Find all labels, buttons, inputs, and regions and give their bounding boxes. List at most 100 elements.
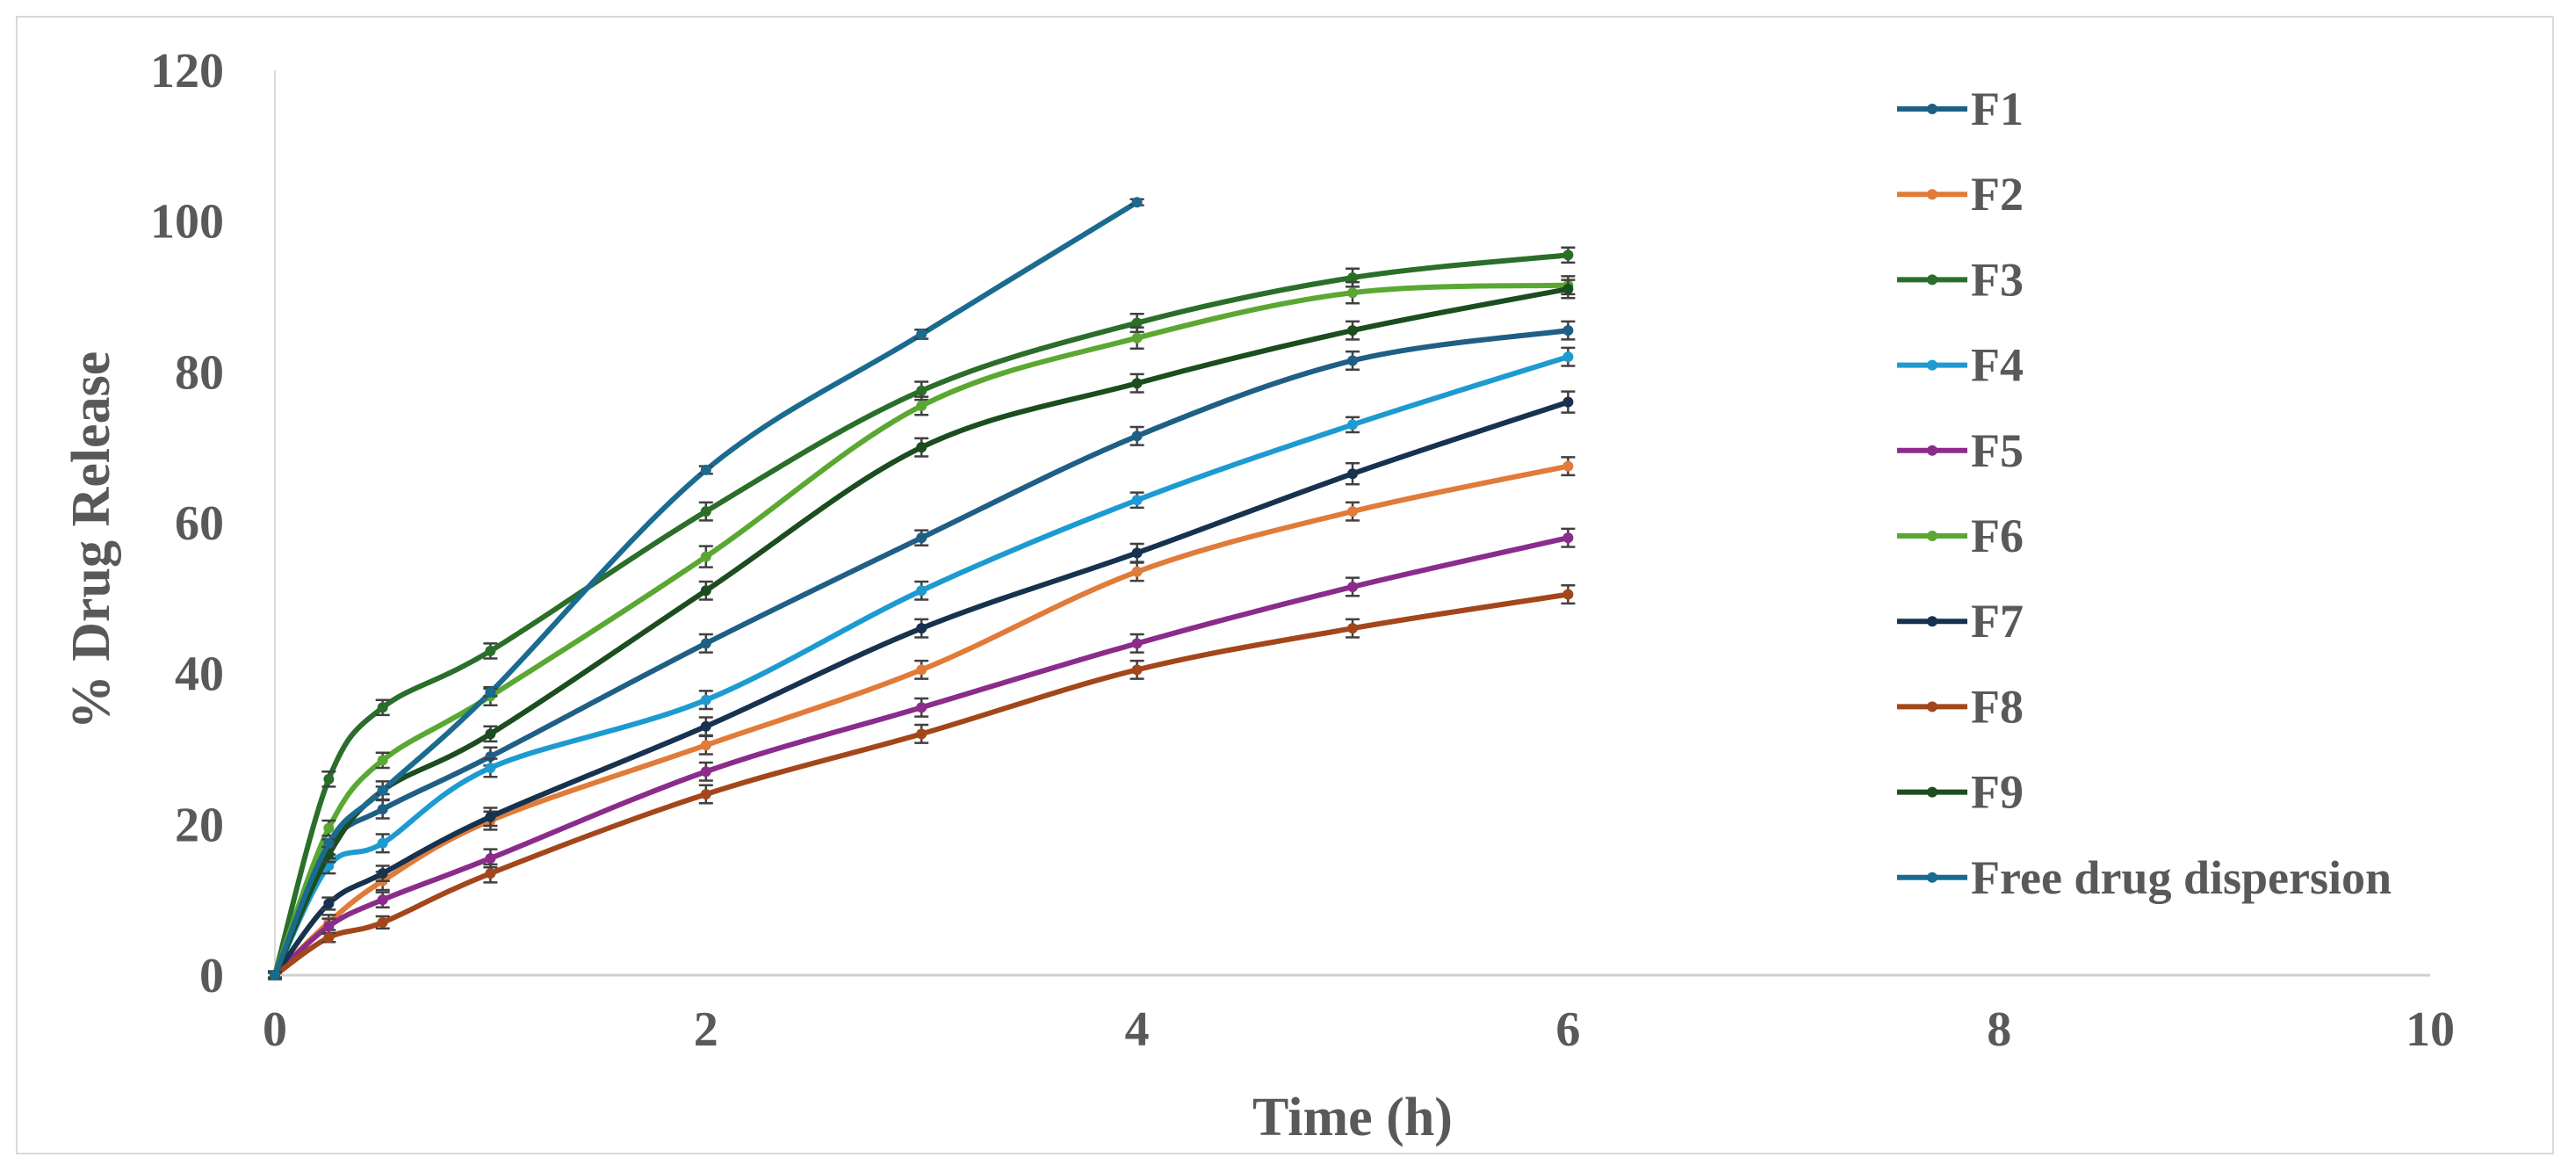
- data-point: [1131, 378, 1143, 389]
- data-point: [1347, 506, 1358, 517]
- data-point: [377, 916, 388, 928]
- data-point: [916, 702, 927, 713]
- data-point: [377, 894, 388, 906]
- data-point: [1347, 325, 1358, 336]
- legend-label: F5: [1971, 424, 2024, 477]
- series-line: [272, 399, 1569, 977]
- data-point: [1131, 197, 1143, 208]
- x-tick-label: 8: [1987, 1002, 2011, 1057]
- legend-swatch-marker: [1927, 872, 1937, 883]
- y-tick-label: 80: [175, 345, 224, 400]
- legend-swatch-marker: [1927, 786, 1937, 798]
- data-point: [323, 932, 335, 944]
- legend-item-5: F5: [1897, 424, 2024, 477]
- legend-item-2: F2: [1897, 168, 2024, 221]
- legend-swatch-marker: [1927, 104, 1937, 114]
- data-point: [1347, 623, 1358, 634]
- data-point: [377, 755, 388, 766]
- data-point: [485, 811, 496, 822]
- data-point: [700, 551, 711, 562]
- data-point: [700, 585, 711, 597]
- data-point: [323, 898, 335, 909]
- data-point: [700, 789, 711, 799]
- data-point: [323, 837, 335, 849]
- y-tick-label: 100: [150, 195, 224, 250]
- y-tick-label: 120: [150, 44, 224, 98]
- data-point: [916, 585, 927, 597]
- data-point: [700, 766, 711, 778]
- legend-item-3: F3: [1897, 253, 2024, 306]
- chart-frame: [16, 16, 2554, 1154]
- data-point: [1347, 287, 1358, 299]
- legend-label: F3: [1971, 253, 2024, 306]
- data-point: [1347, 581, 1358, 592]
- data-point: [700, 694, 711, 705]
- x-tick-label: 10: [2406, 1002, 2455, 1057]
- y-tick-label: 0: [199, 949, 224, 1003]
- data-point: [1562, 283, 1574, 294]
- legend-label: F6: [1971, 510, 2024, 562]
- legend-swatch-marker: [1927, 701, 1937, 713]
- series-line: [272, 252, 1569, 976]
- series-line: [272, 328, 1569, 977]
- y-axis-title: % Drug Release: [61, 351, 121, 729]
- data-point: [916, 728, 927, 740]
- data-point: [700, 464, 711, 475]
- data-point: [1347, 355, 1358, 366]
- legend: F1 F2 F3 F4 F5 F6 F7 F8 F9 Free drug dispersion: [1897, 83, 2392, 904]
- x-tick-label: 6: [1555, 1002, 1580, 1057]
- legend-label: F4: [1971, 339, 2024, 392]
- data-point: [1562, 351, 1574, 363]
- legend-item-6: F6: [1897, 510, 2024, 562]
- y-tick-label: 40: [175, 647, 224, 702]
- legend-item-9: F9: [1897, 766, 2024, 819]
- data-point: [1562, 532, 1574, 544]
- data-point: [377, 702, 388, 713]
- legend-label: Free drug dispersion: [1971, 851, 2392, 904]
- data-point: [700, 638, 711, 649]
- legend-label: F1: [1971, 83, 2024, 135]
- series-10: [268, 197, 1144, 980]
- series-line: [272, 354, 1569, 977]
- data-point: [1131, 317, 1143, 329]
- series-line: [272, 199, 1139, 977]
- legend-item-8: F8: [1897, 680, 2024, 733]
- series-line: [272, 535, 1569, 978]
- x-axis-title: Time (h): [1252, 1088, 1453, 1147]
- series-1: [268, 320, 1576, 980]
- data-point: [1131, 664, 1143, 676]
- data-point: [1131, 332, 1143, 344]
- legend-item-4: F4: [1897, 339, 2024, 392]
- data-point: [1562, 325, 1574, 336]
- data-point: [1131, 430, 1143, 442]
- legend-label: F7: [1971, 595, 2024, 647]
- data-point: [1562, 250, 1574, 261]
- data-point: [377, 837, 388, 849]
- data-point: [485, 645, 496, 656]
- y-tick-label: 20: [175, 798, 224, 852]
- data-point: [1562, 460, 1574, 472]
- x-tick-label: 0: [263, 1002, 287, 1057]
- legend-item-1: F1: [1897, 83, 2024, 135]
- x-tick-label: 2: [694, 1002, 718, 1057]
- data-point: [485, 687, 496, 698]
- data-point: [916, 664, 927, 676]
- data-point: [323, 773, 335, 785]
- series-line: [272, 282, 1569, 977]
- data-point: [485, 762, 496, 773]
- series-7: [268, 390, 1576, 980]
- legend-item-10: Free drug dispersion: [1897, 851, 2392, 904]
- data-point: [916, 532, 927, 544]
- data-point: [1131, 638, 1143, 649]
- data-point: [1347, 272, 1358, 284]
- legend-swatch-marker: [1927, 274, 1937, 286]
- data-point: [1347, 419, 1358, 430]
- series-line: [273, 591, 1569, 978]
- data-point: [485, 852, 496, 864]
- legend-label: F2: [1971, 168, 2024, 221]
- data-point: [485, 868, 496, 879]
- data-point: [916, 442, 927, 453]
- data-point: [1131, 547, 1143, 559]
- data-point: [1347, 468, 1358, 480]
